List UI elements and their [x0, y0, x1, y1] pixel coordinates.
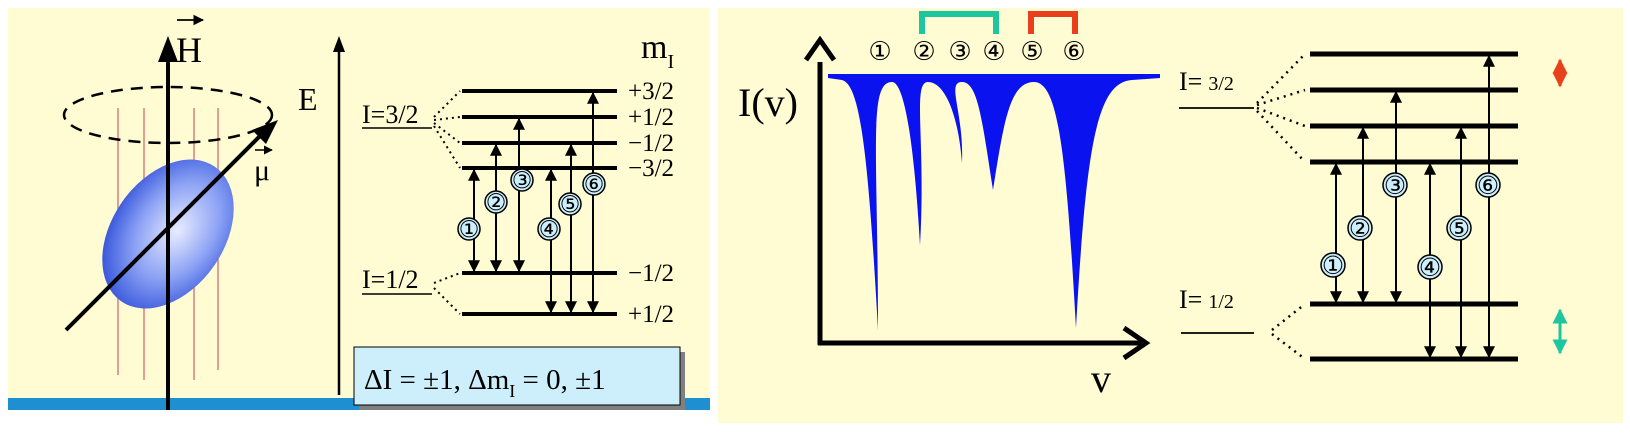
mI-value-4: −3/2 [628, 155, 674, 182]
mI-value-5: −1/2 [628, 260, 674, 287]
right-transition-label-1: ① [1322, 251, 1344, 280]
mI-value-6: +1/2 [628, 301, 674, 328]
mI-header: mI [641, 29, 674, 73]
right-transition-label-4: ④ [1419, 253, 1441, 282]
mI-value-3: −1/2 [628, 130, 674, 157]
left-panel-background [8, 8, 710, 398]
left-transition-badges [457, 168, 606, 241]
moment-arrowhead [252, 120, 278, 144]
selection-rule-text: ΔI = ±1, ΔmI = 0, ±1 [364, 364, 606, 401]
peak-label-4: ④ [982, 37, 1005, 67]
right-panel: ① ② ③ ④ ⑤ ⑥ I(v) v I= 3/2 I= 1/2 [718, 8, 1623, 423]
right-transition-label-3: ③ [1384, 171, 1406, 200]
right-transition-label-5: ⑤ [1448, 214, 1470, 243]
right-upper-state-label: I= 3/2 [1179, 67, 1234, 96]
selection-rule-box [353, 346, 681, 406]
peak-label-5: ⑤ [1020, 37, 1043, 67]
left-transition-label-1: ① [459, 217, 480, 243]
right-lower-state-label: I= 1/2 [1179, 285, 1234, 314]
left-panel: H μ E mI I=3/2 I=1/2 [8, 8, 710, 410]
left-transition-label-2: ② [486, 190, 507, 216]
absorption-spectrum [828, 74, 1160, 330]
peak-label-1: ① [868, 37, 891, 67]
peak-labels: ① ② ③ ④ ⑤ ⑥ [868, 37, 1085, 67]
left-transition-label-3: ③ [512, 168, 533, 194]
left-transition-label-5: ⑤ [560, 192, 581, 218]
spectrum-title: I(v) [738, 80, 798, 125]
right-transition-badges [1320, 172, 1501, 280]
right-transition-label-2: ② [1349, 214, 1371, 243]
energy-axis-label: E [298, 81, 318, 117]
x-axis-label: v [1091, 356, 1111, 401]
peak-label-6: ⑥ [1062, 37, 1085, 67]
right-dotted-connectors [1256, 53, 1306, 360]
precession-ellipse [62, 85, 274, 145]
right-transition-label-6: ⑥ [1477, 171, 1499, 200]
energy-arrowhead [333, 36, 345, 52]
mI-value-2: +1/2 [628, 104, 674, 131]
moment-label: μ [254, 154, 270, 187]
peak-label-2: ② [912, 37, 935, 67]
spectrum-x-arrowhead [1122, 325, 1151, 361]
field-label: H [176, 30, 202, 70]
lower-state-label: I=1/2 [362, 265, 419, 294]
mI-value-1: +3/2 [628, 78, 674, 105]
teal-bracket [919, 11, 999, 34]
left-transition-label-6: ⑥ [584, 172, 605, 198]
left-dotted-connectors [433, 90, 461, 315]
left-transition-label-4: ④ [539, 217, 560, 243]
field-arrowhead [158, 36, 178, 62]
upper-state-label: I=3/2 [362, 100, 419, 129]
spectrum-y-arrowhead [803, 35, 837, 62]
peak-label-3: ③ [948, 37, 971, 67]
red-bracket [1028, 11, 1078, 34]
